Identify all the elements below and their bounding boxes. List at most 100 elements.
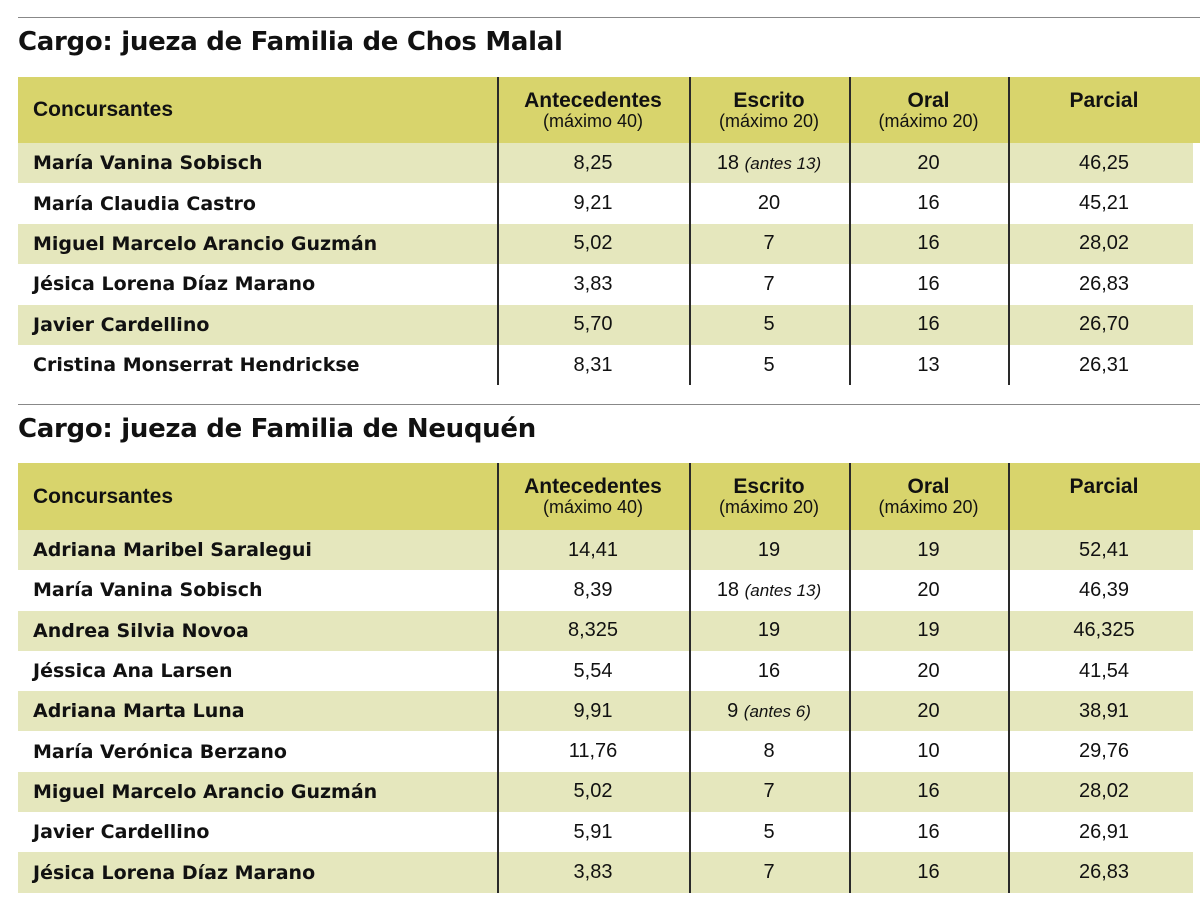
score: 5 [763,313,775,336]
header-cell: Concursantes [18,463,497,530]
score-cell: 8 [689,732,849,772]
score: 20 [917,659,940,682]
score: 8 [763,740,775,763]
score: 5,02 [573,232,613,255]
score: 19 [757,538,781,561]
header-label: Parcial [1069,89,1139,112]
score-cell: 19 [849,530,1008,570]
score: 7 [763,861,775,884]
score: 11,76 [568,740,618,763]
header-label: Concursantes [33,98,174,121]
header-sub: (máximo 20) [878,497,979,517]
header-cell: Escrito (máximo 20) [689,77,849,143]
name-cell: María Verónica Berzano [18,732,497,772]
score: 16 [917,861,940,884]
score-cell: 5,91 [497,812,689,852]
score-cell: 20 [849,143,1008,183]
score-with-note: 9 (antes 6) [727,700,811,723]
candidate-name: María Claudia Castro [33,192,256,215]
score-cell: 20 [689,183,849,223]
name-cell: Jéssica Ana Larsen [18,651,497,691]
header-sub: (máximo 20) [878,110,979,131]
score: 7 [763,780,775,803]
name-cell: Miguel Marcelo Arancio Guzmán [18,224,497,264]
score-cell: 19 [689,611,849,651]
score: 28,02 [1078,780,1130,803]
header-cell: Parcial [1008,463,1200,530]
name-cell: Adriana Maribel Saralegui [18,530,497,570]
score: 8,25 [573,151,613,174]
table-row: María Vanina Sobisch 8,25 18 (antes 13) 20 4… [18,143,1193,184]
name-cell: Cristina Monserrat Hendrickse [18,345,497,385]
header-row [18,463,1200,530]
score: 10 [917,740,940,763]
score: 8,325 [567,619,619,642]
header-cell: Concursantes [18,77,497,143]
score-cell: 7 [689,852,849,892]
name-cell: Jésica Lorena Díaz Marano [18,852,497,892]
score: 18 [716,578,740,601]
score: 7 [763,232,775,255]
score: 3,83 [573,272,613,295]
score-cell: 45,21 [1008,183,1200,223]
name-cell: Andrea Silvia Novoa [18,611,497,651]
score: 20 [917,151,940,174]
name-cell: Jésica Lorena Díaz Marano [18,264,497,304]
column-divider [689,77,691,386]
score: 5,91 [573,820,613,843]
score-cell: 5 [689,812,849,852]
score: 8,31 [573,353,613,376]
header-cell: Antecedentes (máximo 40) [497,463,689,530]
score: 9,91 [573,699,613,722]
score: 20 [917,699,940,722]
score: 46,25 [1078,151,1130,174]
score-cell: 19 [849,611,1008,651]
score-cell: 14,41 [497,530,689,570]
score-cell: 10 [849,732,1008,772]
score: 19 [917,619,940,642]
header-cell: Antecedentes (máximo 40) [497,77,689,143]
score-cell: 7 [689,264,849,304]
header-sub: (máximo 20) [718,110,820,131]
candidate-name: Cristina Monserrat Hendrickse [33,354,360,377]
score-cell: 18 (antes 13) [689,570,849,610]
candidate-name: Andrea Silvia Novoa [33,619,249,642]
column-divider [497,77,499,386]
score-cell: 3,83 [497,264,689,304]
score-cell: 20 [849,691,1008,731]
table-row: Javier Cardellino 5,70 5 16 26,70 [18,304,1193,345]
table-row: María Vanina Sobisch 8,39 18 (antes 13) 20 4… [18,570,1193,610]
score-cell: 16 [849,812,1008,852]
header-label: Oral [907,475,950,498]
score-cell: 16 [849,305,1008,345]
score-cell: 38,91 [1008,691,1200,731]
score: 45,21 [1078,192,1130,215]
candidate-name: Javier Cardellino [33,821,210,844]
score-note: (antes 13) [744,580,822,600]
score: 14,41 [567,538,619,561]
table-row: Jésica Lorena Díaz Marano 3,83 7 16 26,83 [18,852,1193,893]
column-divider [497,463,499,893]
header-label: Antecedentes [524,88,662,112]
score-cell: 8,25 [497,143,689,183]
name-cell: Javier Cardellino [18,305,497,345]
candidate-name: Adriana Maribel Saralegui [33,539,312,562]
score-cell: 3,83 [497,852,689,892]
table-row: Jésica Lorena Díaz Marano 3,83 7 16 26,83 [18,264,1193,304]
score-cell: 8,39 [497,570,689,610]
table-row: Cristina Monserrat Hendrickse 8,31 5 13 26,3… [18,345,1193,385]
candidate-name: Jésica Lorena Díaz Marano [33,861,316,884]
header-label: Antecedentes [524,475,662,498]
name-cell: Javier Cardellino [18,812,497,852]
header-cell: Oral (máximo 20) [849,77,1008,143]
score-cell: 28,02 [1008,772,1200,812]
score-cell: 16 [849,852,1008,892]
score: 19 [917,538,940,561]
score-note: (antes 6) [743,701,811,721]
score: 16 [917,313,940,336]
score-cell: 52,41 [1008,530,1200,570]
table-row: Adriana Marta Luna 9,91 9 (antes 6) 20 38,91 [18,691,1193,732]
score-cell: 26,70 [1008,305,1200,345]
score-cell: 13 [849,345,1008,385]
score: 5 [763,353,775,376]
